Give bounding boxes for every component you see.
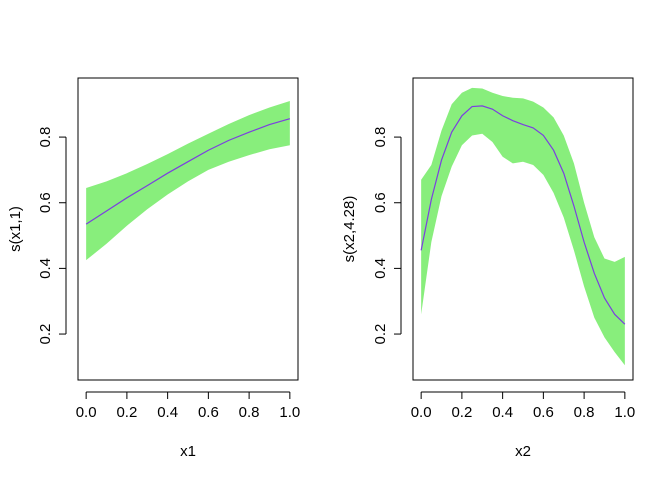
x-axis-title: x2 <box>515 443 531 460</box>
y-axis-title: s(x2,4.28) <box>341 196 358 263</box>
panel-left: 0.0 0.2 0.4 0.6 0.8 1.0 0.2 0.4 0.6 0.8 x1 s(x1,1) <box>7 77 300 460</box>
x-tick-label: 0.2 <box>451 404 472 421</box>
panel-right: 0.0 0.2 0.4 0.6 0.8 1.0 0.2 0.4 0.6 0.8 x2 s(x2,4.2… <box>341 77 635 460</box>
x-tick-label: 0.6 <box>198 404 219 421</box>
plot-frame <box>412 77 634 381</box>
x-tick-label: 0.8 <box>574 404 595 421</box>
x-tick-label: 1.0 <box>614 404 635 421</box>
x-axis-title: x1 <box>180 443 196 460</box>
y-tick-label: 0.6 <box>372 192 389 213</box>
y-tick-label: 0.4 <box>372 258 389 279</box>
plot-frame <box>77 77 299 381</box>
smooth-line <box>85 118 291 225</box>
confidence-band <box>421 87 625 366</box>
y-tick-label: 0.6 <box>37 192 54 213</box>
x-tick-label: 0.0 <box>411 404 432 421</box>
y-tick-label: 0.2 <box>372 324 389 345</box>
smooth-line <box>420 105 626 325</box>
y-tick-label: 0.8 <box>372 127 389 148</box>
y-axis-title: s(x1,1) <box>7 206 24 252</box>
x-tick-label: 1.0 <box>279 404 300 421</box>
x-tick-label: 0.0 <box>76 404 97 421</box>
x-tick-label: 0.4 <box>157 404 178 421</box>
x-tick-label: 0.8 <box>239 404 260 421</box>
x-tick-label: 0.4 <box>492 404 513 421</box>
x-tick-label: 0.2 <box>116 404 137 421</box>
confidence-band <box>86 100 290 261</box>
x-tick-label: 0.6 <box>533 404 554 421</box>
y-tick-label: 0.2 <box>37 324 54 345</box>
y-tick-label: 0.4 <box>37 258 54 279</box>
y-tick-label: 0.8 <box>37 127 54 148</box>
